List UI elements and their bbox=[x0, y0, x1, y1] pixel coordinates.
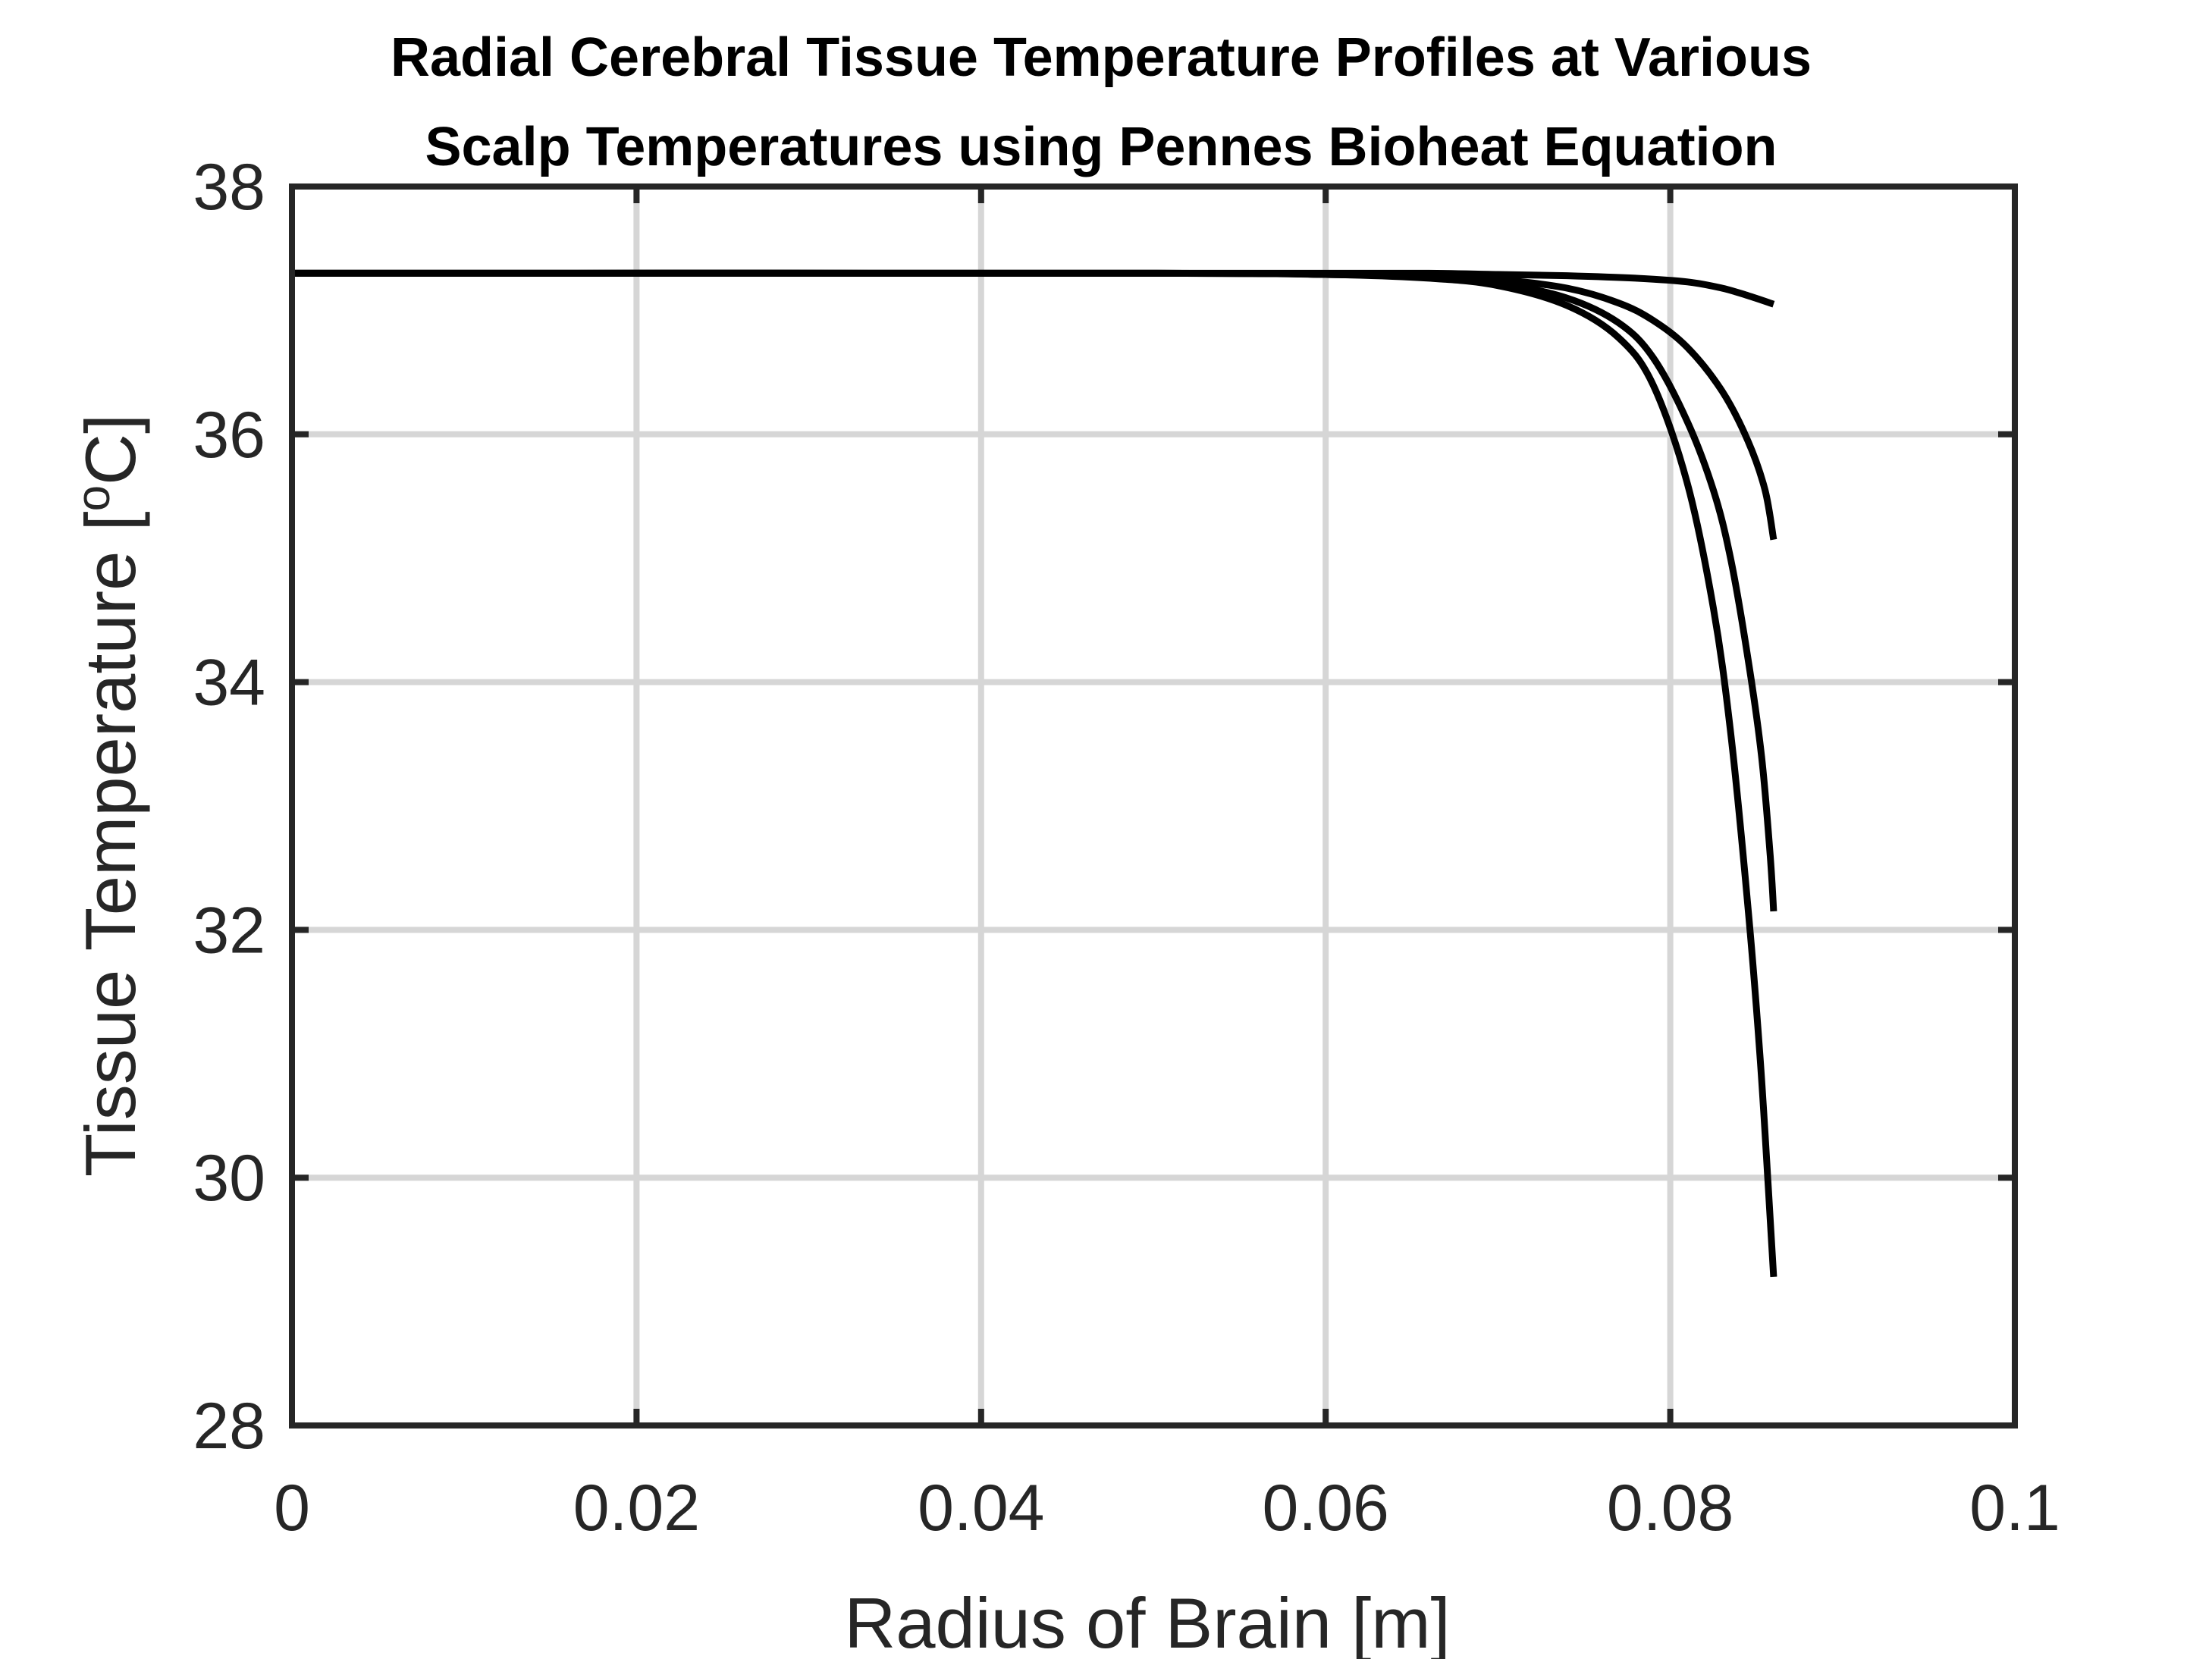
series-line-4 bbox=[291, 269, 1775, 308]
y-tick-label-4: 36 bbox=[193, 399, 265, 472]
x-tick-label-5: 0.1 bbox=[1969, 1472, 2060, 1545]
y-axis-label-superscript: o bbox=[67, 485, 120, 511]
chart-title-line-1: Radial Cerebral Tissue Temperature Profi… bbox=[391, 27, 1812, 88]
tick-layer: 0 0.02 0.04 0.06 0.08 0.1 28 30 32 34 36 38 bbox=[193, 151, 2060, 1545]
y-tick-label-0: 28 bbox=[193, 1390, 265, 1463]
series-layer bbox=[291, 269, 1777, 1278]
x-tick-label-2: 0.04 bbox=[918, 1472, 1044, 1545]
y-tick-label-3: 34 bbox=[193, 647, 265, 720]
x-tick-label-4: 0.08 bbox=[1607, 1472, 1734, 1545]
axes-layer bbox=[289, 183, 2018, 1428]
y-tick-label-2: 32 bbox=[193, 894, 265, 967]
y-tick-label-5: 38 bbox=[193, 151, 265, 224]
plot-area-box bbox=[289, 183, 2018, 1428]
x-tick-label-1: 0.02 bbox=[573, 1472, 700, 1545]
y-tick-label-1: 30 bbox=[193, 1142, 265, 1215]
chart-title-line-2: Scalp Temperatures using Pennes Bioheat … bbox=[425, 117, 1777, 177]
y-axis-label-end: C] bbox=[71, 414, 150, 485]
y-axis-label-main: Tissue Temperature [ bbox=[71, 511, 150, 1177]
x-tick-label-0: 0 bbox=[274, 1472, 310, 1545]
y-axis-label: Tissue Temperature [oC] bbox=[67, 414, 150, 1177]
x-tick-label-3: 0.06 bbox=[1263, 1472, 1389, 1545]
x-axis-label: Radius of Brain [m] bbox=[844, 1583, 1450, 1659]
